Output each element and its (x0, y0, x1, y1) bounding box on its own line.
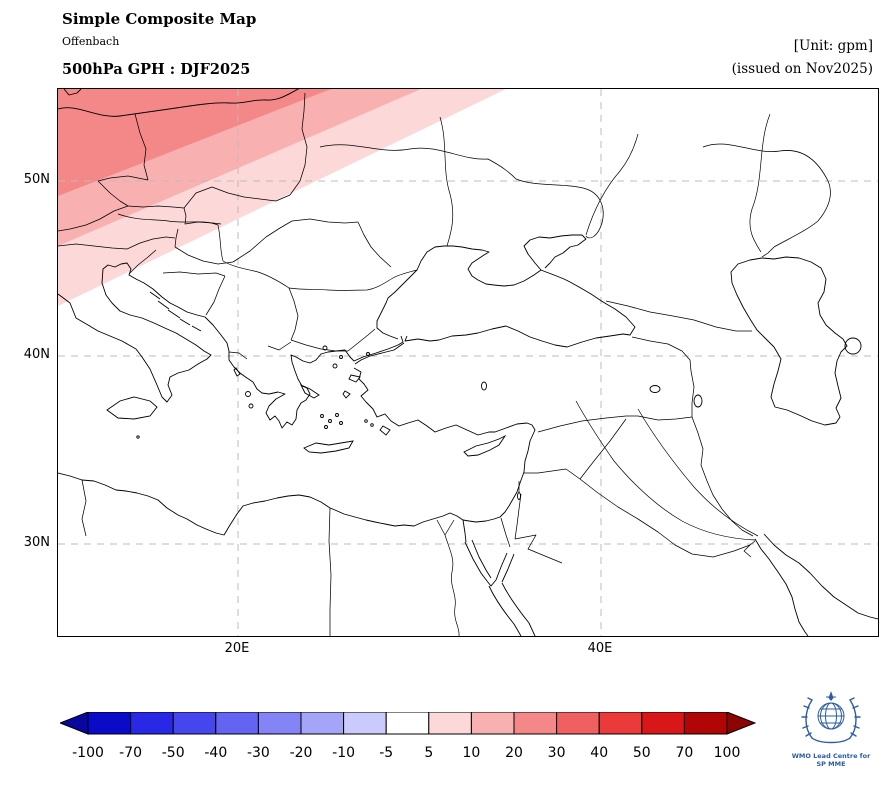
wmo-logo: WMO Lead Centre for SP MME (786, 686, 876, 768)
colorbar-segment (641, 712, 685, 735)
colorbar-tick: 10 (462, 745, 480, 761)
colorbar-tick: 70 (675, 745, 693, 761)
country-borders (58, 92, 831, 636)
colorbar-tick: -70 (119, 745, 142, 761)
colorbar-segment (343, 712, 387, 735)
colorbar-segment (470, 712, 515, 735)
colorbar-tick: -40 (204, 745, 227, 761)
colorbar-tick: 5 (424, 745, 433, 761)
colorbar-segment (87, 712, 132, 735)
source-label: Offenbach (62, 35, 120, 48)
y-axis-label-30n: 30N (23, 535, 50, 550)
colorbar-segment (172, 712, 217, 735)
gridlines (58, 89, 878, 636)
colorbar-tick: 30 (548, 745, 566, 761)
colorbar-tick: -5 (379, 745, 393, 761)
colorbar-segment (385, 712, 430, 735)
colorbar-segment (257, 712, 302, 735)
colorbar-segment (130, 712, 174, 735)
colorbar-tick: -20 (290, 745, 313, 761)
colorbar-segment (300, 712, 345, 735)
issued-label: (issued on Nov2025) (731, 61, 873, 77)
colorbar-segment (683, 712, 728, 735)
colorbar-segment (428, 712, 472, 735)
y-axis-label-50n: 50N (23, 172, 50, 187)
anomaly-shading (58, 89, 506, 306)
colorbar-tick: -50 (162, 745, 185, 761)
map-frame (57, 88, 879, 637)
map-canvas (58, 89, 878, 636)
colorbar-segment (598, 712, 643, 735)
x-axis-label-40e: 40E (587, 641, 613, 656)
colorbar-tick: 100 (714, 745, 741, 761)
wmo-rose-icon (828, 691, 834, 701)
colorbar-tick: 20 (505, 745, 523, 761)
colorbar-tick: -100 (72, 745, 104, 761)
colorbar-tick: -10 (332, 745, 355, 761)
colorbar-right-arrow (726, 712, 756, 735)
wmo-logo-text-2: SP MME (816, 760, 846, 768)
page-title: Simple Composite Map (62, 10, 257, 28)
islands-and-lakes (106, 291, 703, 500)
wmo-emblem-icon (801, 691, 861, 744)
colorbar-left-arrow (60, 712, 89, 735)
colorbar-tick: 50 (633, 745, 651, 761)
colorbar-segment (556, 712, 600, 735)
shade-band-20-30 (58, 89, 331, 196)
x-axis-label-20e: 20E (224, 641, 250, 656)
wmo-logo-text-1: WMO Lead Centre for (791, 752, 871, 760)
variable-label: 500hPa GPH : DJF2025 (62, 61, 251, 78)
colorbar-tick: 40 (590, 745, 608, 761)
coastlines (58, 89, 878, 636)
y-axis-label-40n: 40N (23, 347, 50, 362)
rivers (117, 113, 771, 636)
colorbar-segment (215, 712, 259, 735)
colorbar: -100 -70 -50 -40 -30 -20 -10 -5 5 10 20 … (60, 712, 756, 761)
colorbar-tick: -30 (247, 745, 270, 761)
unit-label: [Unit: gpm] (793, 38, 873, 54)
colorbar-segment (513, 712, 558, 735)
